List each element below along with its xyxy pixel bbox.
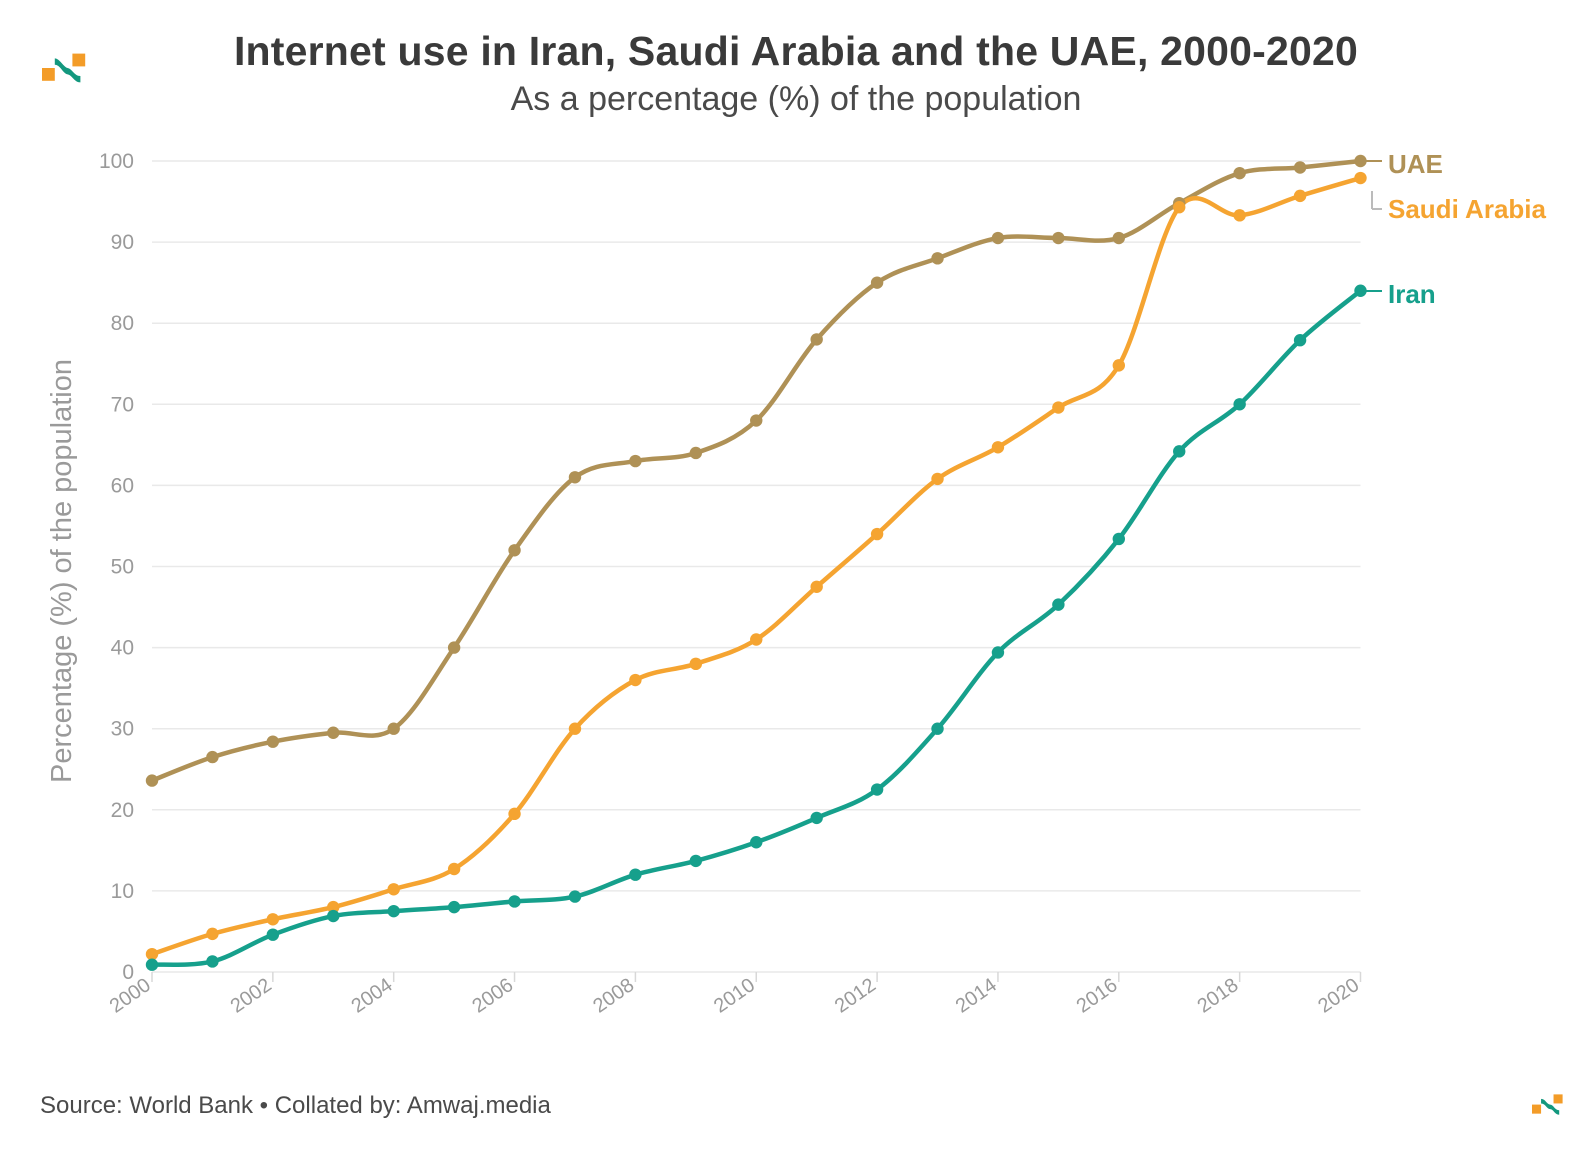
svg-text:2018: 2018: [1193, 974, 1242, 1018]
svg-text:90: 90: [111, 231, 134, 254]
svg-text:2020: 2020: [1314, 974, 1363, 1018]
svg-text:2002: 2002: [227, 974, 276, 1018]
svg-text:50: 50: [111, 556, 134, 579]
svg-text:60: 60: [111, 474, 134, 497]
svg-text:30: 30: [111, 718, 134, 741]
svg-text:20: 20: [111, 799, 134, 822]
svg-text:Saudi Arabia: Saudi Arabia: [1388, 194, 1547, 224]
svg-text:2004: 2004: [347, 974, 396, 1018]
svg-text:80: 80: [111, 312, 134, 335]
svg-text:40: 40: [111, 637, 134, 660]
svg-text:10: 10: [111, 880, 134, 903]
svg-text:2014: 2014: [952, 974, 1001, 1018]
svg-text:UAE: UAE: [1388, 149, 1443, 179]
svg-text:2016: 2016: [1073, 974, 1122, 1018]
svg-text:2006: 2006: [468, 974, 517, 1018]
svg-text:2010: 2010: [710, 974, 759, 1018]
svg-text:100: 100: [99, 150, 134, 173]
svg-text:Iran: Iran: [1388, 279, 1436, 309]
svg-text:2008: 2008: [589, 974, 638, 1018]
svg-text:70: 70: [111, 393, 134, 416]
svg-text:2012: 2012: [831, 974, 880, 1018]
